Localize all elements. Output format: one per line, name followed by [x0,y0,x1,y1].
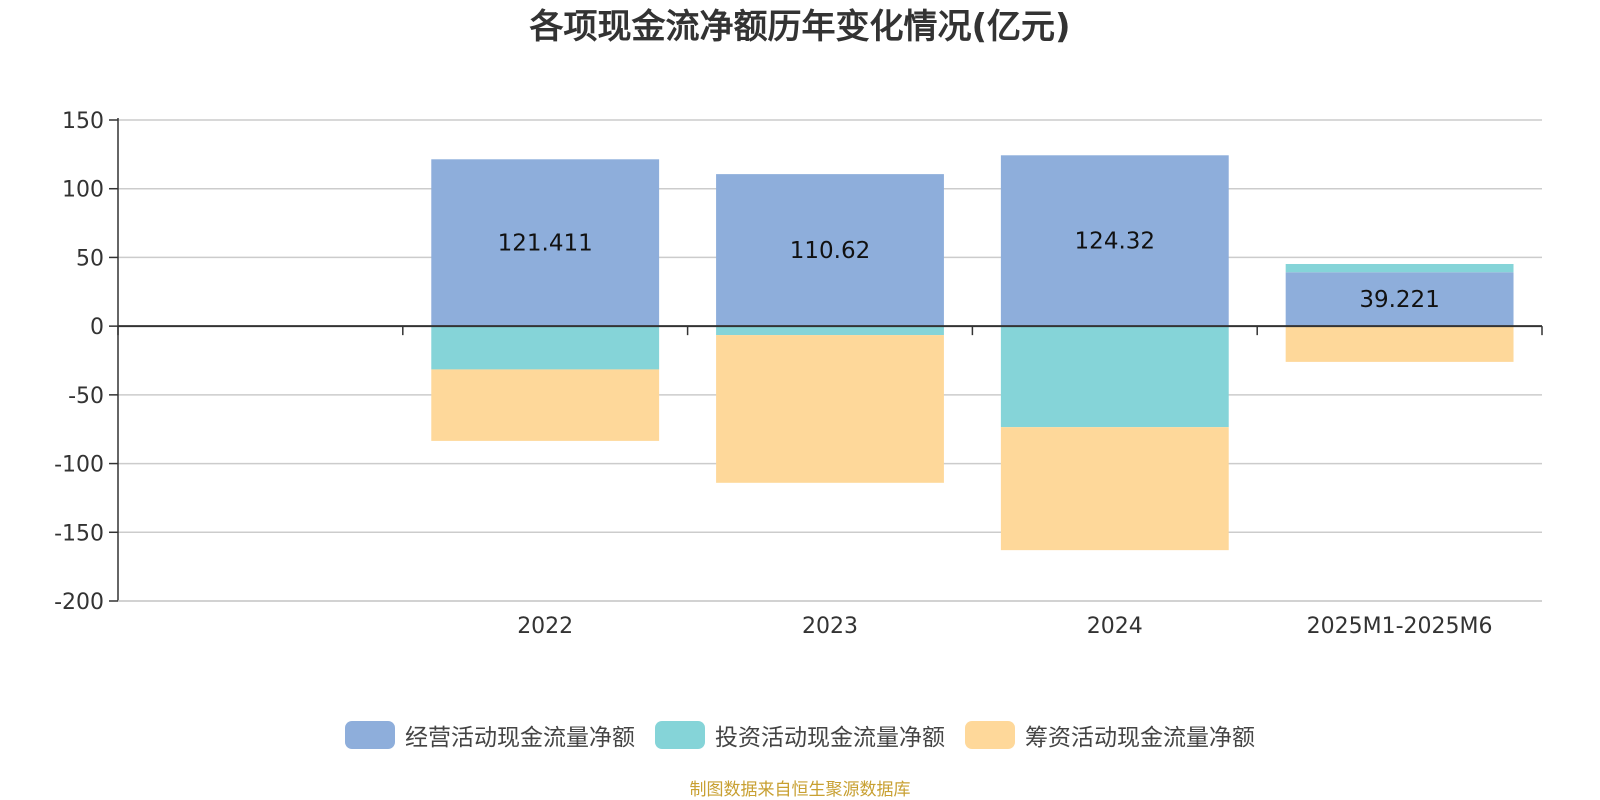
x-tick-label: 2024 [1087,614,1143,639]
y-tick-label: 0 [90,315,104,340]
legend-swatch-financing [965,721,1015,749]
legend-swatch-operating [345,721,395,749]
y-tick-label: 150 [62,109,104,134]
bar-financing [716,335,944,483]
legend-item-financing[interactable]: 筹资活动现金流量净额 [965,718,1255,752]
bar-operating [431,159,660,327]
y-tick-label: 100 [62,178,104,203]
axis-layer: 150 100 50 0 -50 -100 -150 -200 2022 2023 2024 2025… [54,109,1543,639]
bar-financing [431,369,660,441]
bar-investing [1000,326,1229,428]
legend-item-investing[interactable]: 投资活动现金流量净额 [655,718,945,752]
bar-investing [1285,263,1514,273]
y-tick-label: 50 [76,246,104,271]
data-source-note: 制图数据来自恒生聚源数据库 [689,780,911,800]
data-label: 39.221 [1359,287,1439,313]
bar-financing [1285,326,1514,362]
y-tick-label: -150 [54,521,104,546]
bar-operating [716,174,944,327]
y-tick-label: -50 [68,384,104,409]
legend-swatch-investing [655,721,705,749]
bar-layer [431,155,1514,551]
data-label: 110.62 [790,238,870,264]
x-tick-label: 2025M1-2025M6 [1307,614,1493,639]
x-tick-label: 2023 [802,614,858,639]
legend-label-operating: 经营活动现金流量净额 [405,725,635,751]
bar-investing [431,326,660,370]
label-layer: 121.411 110.62 124.32 39.221 [498,229,1440,313]
legend-label-investing: 投资活动现金流量净额 [715,725,945,751]
x-tick-label: 2022 [517,614,573,639]
data-label: 124.32 [1075,229,1155,255]
data-label: 121.411 [498,231,593,257]
legend-item-operating[interactable]: 经营活动现金流量净额 [345,718,635,752]
legend: 经营活动现金流量净额 投资活动现金流量净额 筹资活动现金流量净额 [0,718,1600,752]
y-tick-label: -100 [54,453,104,478]
y-tick-label: -200 [54,590,104,615]
bar-operating [1000,155,1229,327]
legend-label-financing: 筹资活动现金流量净额 [1025,725,1255,751]
bar-investing [716,326,944,336]
bar-financing [1000,427,1229,551]
bar-operating [1285,272,1514,327]
chart-title: 各项现金流净额历年变化情况(亿元) [529,7,1071,47]
